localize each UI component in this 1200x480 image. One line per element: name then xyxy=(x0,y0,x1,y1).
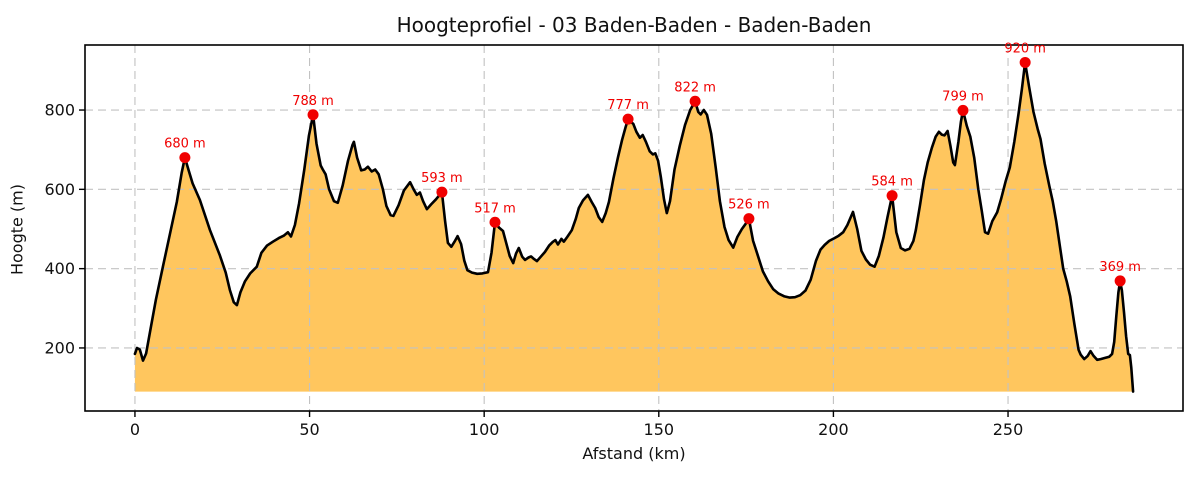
peak-marker xyxy=(179,152,191,164)
chart-title: Hoogteprofiel - 03 Baden-Baden - Baden-B… xyxy=(396,13,872,37)
area-fill xyxy=(134,62,1134,392)
peak-marker xyxy=(436,186,448,198)
peak-label: 369 m xyxy=(1099,260,1141,275)
peak-marker xyxy=(622,113,634,125)
y-tick-label: 400 xyxy=(44,259,75,278)
peak-label: 822 m xyxy=(674,80,716,95)
y-tick-label: 200 xyxy=(44,338,75,357)
peak-label: 788 m xyxy=(292,94,334,109)
peak-label: 593 m xyxy=(421,171,463,186)
peak-marker xyxy=(886,190,898,202)
peak-marker xyxy=(307,109,319,121)
plot-border xyxy=(84,44,1184,412)
x-tick-label: 150 xyxy=(644,420,675,439)
x-tick-label: 0 xyxy=(130,420,140,439)
peak-label: 517 m xyxy=(474,201,516,216)
peak-marker xyxy=(689,95,701,107)
peak-marker xyxy=(1019,56,1031,68)
profile-line xyxy=(133,61,1135,393)
x-tick-label: 200 xyxy=(818,420,849,439)
y-tick-label: 800 xyxy=(44,101,75,120)
y-tick-label: 600 xyxy=(44,180,75,199)
peak-label: 526 m xyxy=(728,198,770,213)
peak-label: 584 m xyxy=(871,175,913,190)
peak-label: 680 m xyxy=(164,137,206,152)
x-tick-label: 100 xyxy=(469,420,500,439)
peak-label: 799 m xyxy=(942,89,984,104)
peak-marker xyxy=(957,104,969,116)
peak-marker xyxy=(743,213,755,225)
peak-marker xyxy=(489,216,501,228)
peak-label: 920 m xyxy=(1004,41,1046,56)
peak-marker xyxy=(1114,275,1126,287)
x-tick-label: 250 xyxy=(993,420,1024,439)
x-tick-label: 50 xyxy=(299,420,319,439)
peak-label: 777 m xyxy=(607,98,649,113)
x-axis-label: Afstand (km) xyxy=(582,444,686,463)
